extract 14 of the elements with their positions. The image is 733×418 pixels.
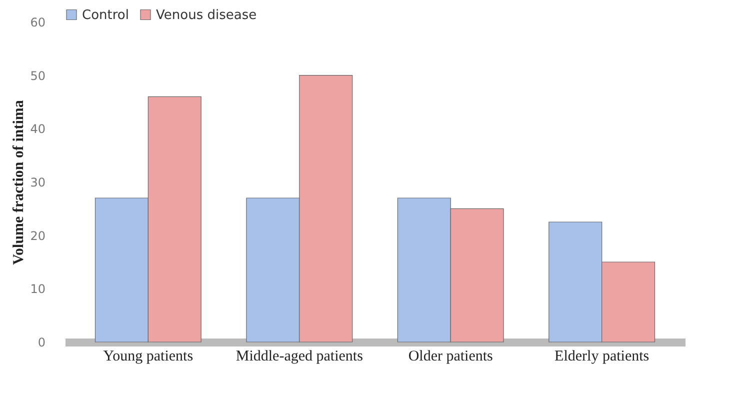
x-tick-label: Middle-aged patients — [236, 348, 364, 364]
legend-label: Venous disease — [156, 8, 257, 23]
y-tick-label: 40 — [30, 122, 46, 136]
y-tick-label: 50 — [30, 68, 46, 83]
x-tick-label: Elderly patients — [554, 348, 650, 364]
y-tick-label: 20 — [30, 228, 46, 243]
legend-label: Control — [82, 8, 129, 23]
x-tick-label: Young patients — [103, 348, 194, 364]
y-tick-label: 10 — [30, 282, 46, 296]
y-axis-title: Volume fraction of intima — [11, 100, 28, 265]
y-tick-label: 30 — [30, 176, 46, 190]
y-tick-label: 60 — [30, 16, 46, 30]
y-tick-label: 0 — [38, 336, 46, 350]
x-tick-label: Older patients — [408, 348, 494, 364]
